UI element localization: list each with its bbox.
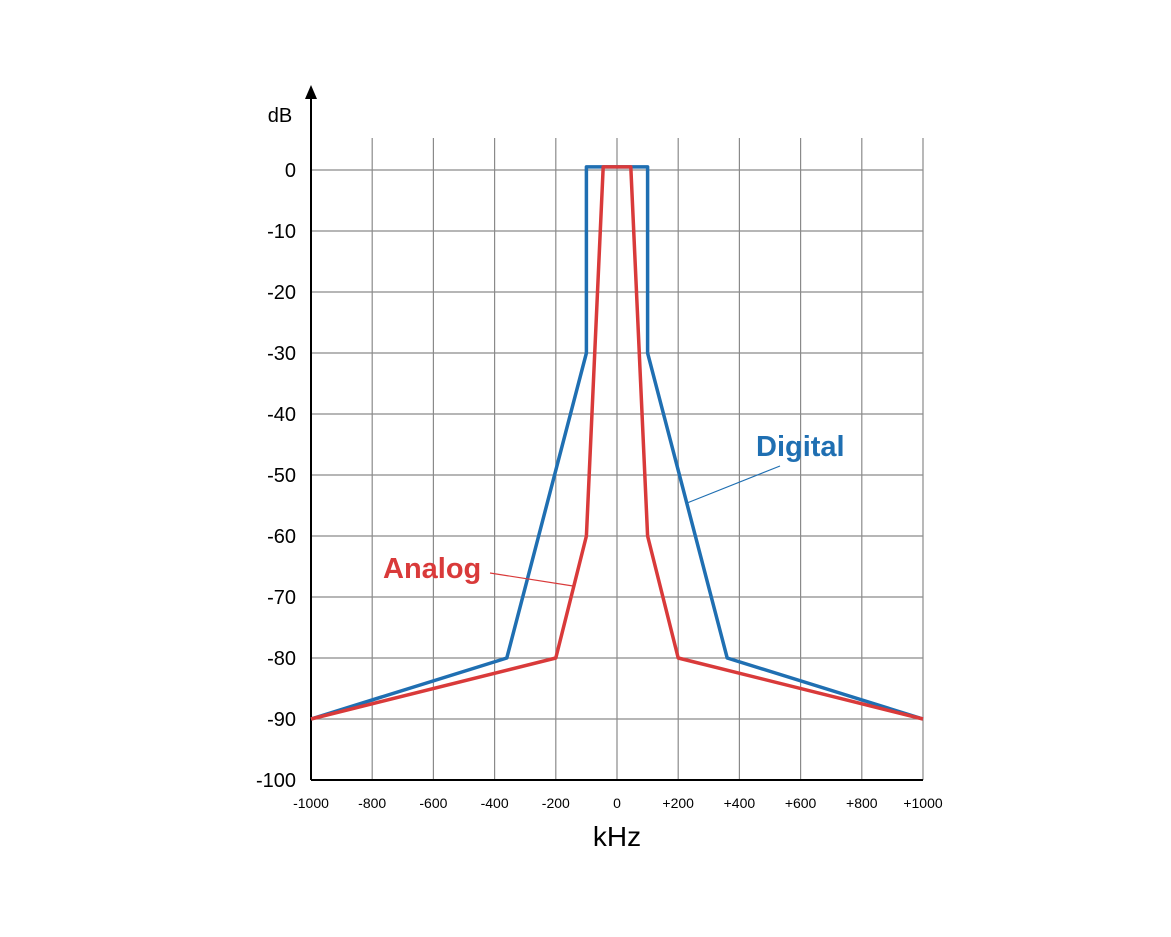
y-tick-label-5: -50 [267, 465, 296, 487]
x-tick-label-3: -400 [481, 795, 509, 811]
y-tick-label-4: -40 [267, 404, 296, 426]
x-tick-label-2: -600 [419, 795, 447, 811]
y-tick-label-1: -10 [267, 221, 296, 243]
x-tick-label-9: +800 [846, 795, 878, 811]
grid [311, 138, 924, 780]
tick-labels: 0 -10 -20 -30 -40 -50 -60 -70 -80 -90 -100 -1000 -80… [256, 160, 943, 811]
x-tick-label-5: 0 [613, 795, 621, 811]
y-tick-label-2: -20 [267, 282, 296, 304]
x-axis-title: kHz [593, 821, 641, 852]
y-tick-label-0: 0 [285, 160, 296, 182]
analog-series-line [310, 165, 924, 721]
x-tick-label-4: -200 [542, 795, 570, 811]
label-leaders [489, 465, 781, 587]
y-tick-label-9: -90 [267, 709, 296, 731]
axes [305, 85, 923, 781]
y-tick-label-8: -80 [267, 648, 296, 670]
digital-label-leader [686, 465, 781, 504]
digital-series-label: Digital [756, 431, 845, 463]
y-axis-title: dB [268, 105, 292, 127]
x-tick-label-10: +1000 [903, 795, 943, 811]
series-lines [310, 165, 924, 721]
y-tick-label-7: -70 [267, 587, 296, 609]
y-tick-label-3: -30 [267, 343, 296, 365]
x-tick-label-8: +600 [785, 795, 817, 811]
analog-series-label: Analog [383, 553, 481, 585]
x-tick-label-6: +200 [662, 795, 694, 811]
y-tick-label-6: -60 [267, 526, 296, 548]
x-tick-label-1: -800 [358, 795, 386, 811]
y-tick-label-10: -100 [256, 770, 296, 792]
x-tick-label-7: +400 [724, 795, 756, 811]
analog-label-leader [489, 572, 574, 587]
x-tick-label-0: -1000 [293, 795, 329, 811]
